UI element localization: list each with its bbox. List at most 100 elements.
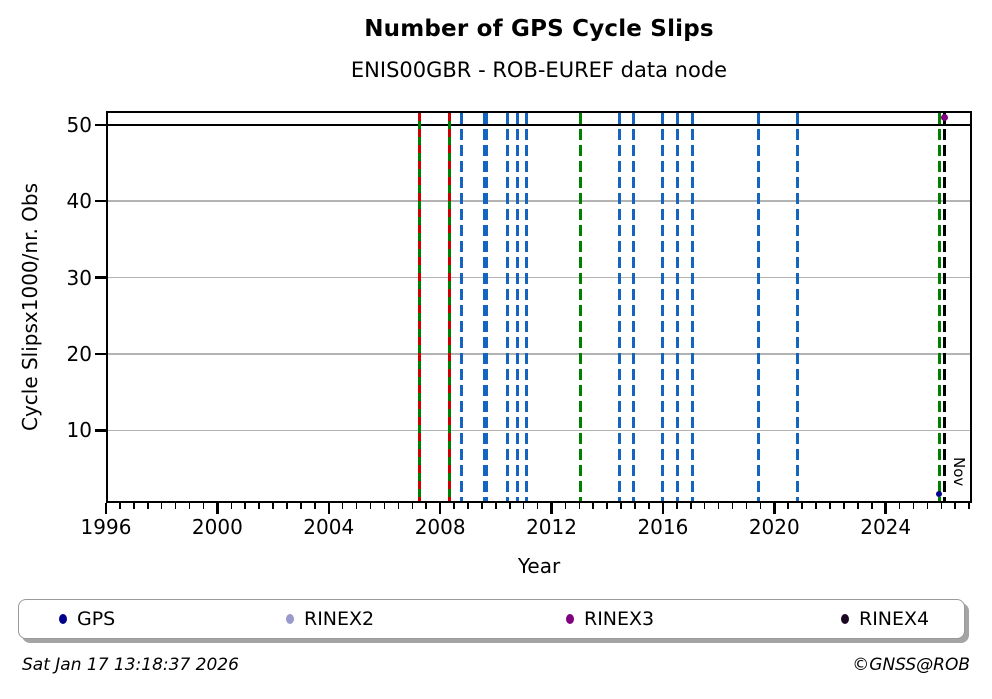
legend: GPS RINEX2 RINEX3 RINEX4 (18, 599, 965, 639)
grid-line (108, 353, 970, 355)
x-minor-tick (495, 503, 497, 509)
x-minor-tick (300, 503, 302, 509)
x-tick-label: 2020 (748, 515, 800, 539)
x-minor-tick (383, 503, 386, 509)
x-minor-tick (759, 503, 762, 509)
legend-dot-rinex3 (566, 614, 574, 624)
x-tick (438, 503, 442, 514)
x-tick-label: 1996 (80, 515, 132, 539)
legend-label-gps: GPS (77, 608, 116, 630)
y-tick (95, 276, 106, 279)
legend-label-rinex3: RINEX3 (584, 608, 655, 630)
x-tick-label: 2000 (191, 515, 243, 539)
x-minor-tick (355, 503, 358, 509)
legend-dot-gps (59, 614, 67, 624)
x-minor-tick (202, 503, 205, 509)
x-tick (327, 503, 330, 514)
x-minor-tick (133, 503, 135, 509)
x-minor-tick (815, 503, 817, 509)
legend-dot-rinex2 (286, 614, 294, 624)
x-tick (884, 503, 887, 514)
x-minor-tick (578, 503, 581, 509)
x-minor-tick (536, 503, 539, 509)
legend-dot-rinex4 (841, 614, 849, 624)
data-point-gps (935, 490, 942, 497)
y-tick-label: 20 (66, 341, 92, 366)
x-tick-label: 2016 (637, 515, 689, 539)
x-tick (550, 503, 553, 514)
event-line-blue (660, 113, 664, 501)
x-minor-tick (912, 503, 915, 509)
x-minor-tick (634, 503, 636, 509)
x-minor-tick (870, 503, 873, 509)
event-line-blue (795, 113, 799, 501)
y-tick-label: 40 (66, 189, 92, 214)
chart-title: Number of GPS Cycle Slips (364, 16, 714, 42)
x-axis-label: Year (517, 554, 561, 578)
x-minor-tick (606, 503, 609, 509)
x-tick (104, 503, 108, 514)
x-minor-tick (926, 503, 929, 509)
x-minor-tick (174, 503, 177, 509)
x-minor-tick (272, 503, 274, 509)
x-minor-tick (397, 503, 400, 509)
y-axis-label: Cycle Slipsx1000/nr. Obs (18, 182, 42, 432)
x-tick-label: 2024 (860, 515, 912, 539)
x-tick (216, 503, 219, 514)
event-line-blue (617, 113, 621, 501)
x-minor-tick (592, 503, 595, 509)
x-minor-tick (411, 503, 414, 509)
x-tick-label: 2008 (414, 515, 466, 539)
x-minor-tick (940, 503, 943, 509)
x-minor-tick (676, 503, 678, 509)
y-tick-label: 30 (66, 265, 92, 290)
x-tick-label: 2004 (303, 515, 355, 539)
event-line-green (937, 113, 941, 501)
x-minor-tick (620, 503, 622, 509)
x-minor-tick (369, 503, 372, 509)
copyright-text: ©GNSS@ROB (852, 655, 970, 675)
event-line-blue (676, 113, 680, 501)
grid-line (108, 200, 970, 202)
event-line-blue (506, 113, 510, 501)
y-tick (95, 199, 106, 203)
x-minor-tick (258, 503, 260, 509)
x-minor-tick (341, 503, 344, 509)
event-line-green-red (418, 113, 422, 501)
x-minor-tick (731, 503, 734, 509)
y-tick (95, 352, 106, 356)
x-minor-tick (745, 503, 748, 509)
legend-label-rinex4: RINEX4 (859, 608, 930, 630)
x-minor-tick (954, 503, 957, 509)
x-minor-tick (425, 503, 428, 509)
legend-label-rinex2: RINEX2 (304, 608, 375, 630)
x-minor-tick (146, 503, 149, 509)
x-minor-tick (717, 503, 720, 509)
grid-line (108, 276, 970, 279)
event-line-black (943, 113, 947, 501)
x-minor-tick (188, 503, 191, 509)
plot-area (106, 111, 972, 503)
x-minor-tick (119, 503, 121, 509)
x-minor-tick (467, 503, 469, 509)
x-minor-tick (689, 503, 692, 509)
x-minor-tick (787, 503, 789, 509)
event-line-blue (631, 113, 635, 501)
x-minor-tick (453, 503, 455, 509)
x-tick (773, 503, 776, 514)
grid-line (108, 429, 970, 432)
x-minor-tick (508, 503, 511, 509)
event-line-blue (756, 113, 760, 501)
x-minor-tick (703, 503, 706, 509)
event-line-green-red (448, 113, 452, 501)
event-line-blue (460, 113, 464, 501)
x-minor-tick (481, 503, 483, 509)
y-tick (95, 429, 106, 432)
nov-annotation: Nov (950, 457, 968, 487)
x-tick-label: 2012 (526, 515, 577, 539)
x-minor-tick (160, 503, 163, 509)
x-minor-tick (801, 503, 803, 509)
x-tick (661, 503, 665, 514)
x-minor-tick (564, 503, 567, 509)
